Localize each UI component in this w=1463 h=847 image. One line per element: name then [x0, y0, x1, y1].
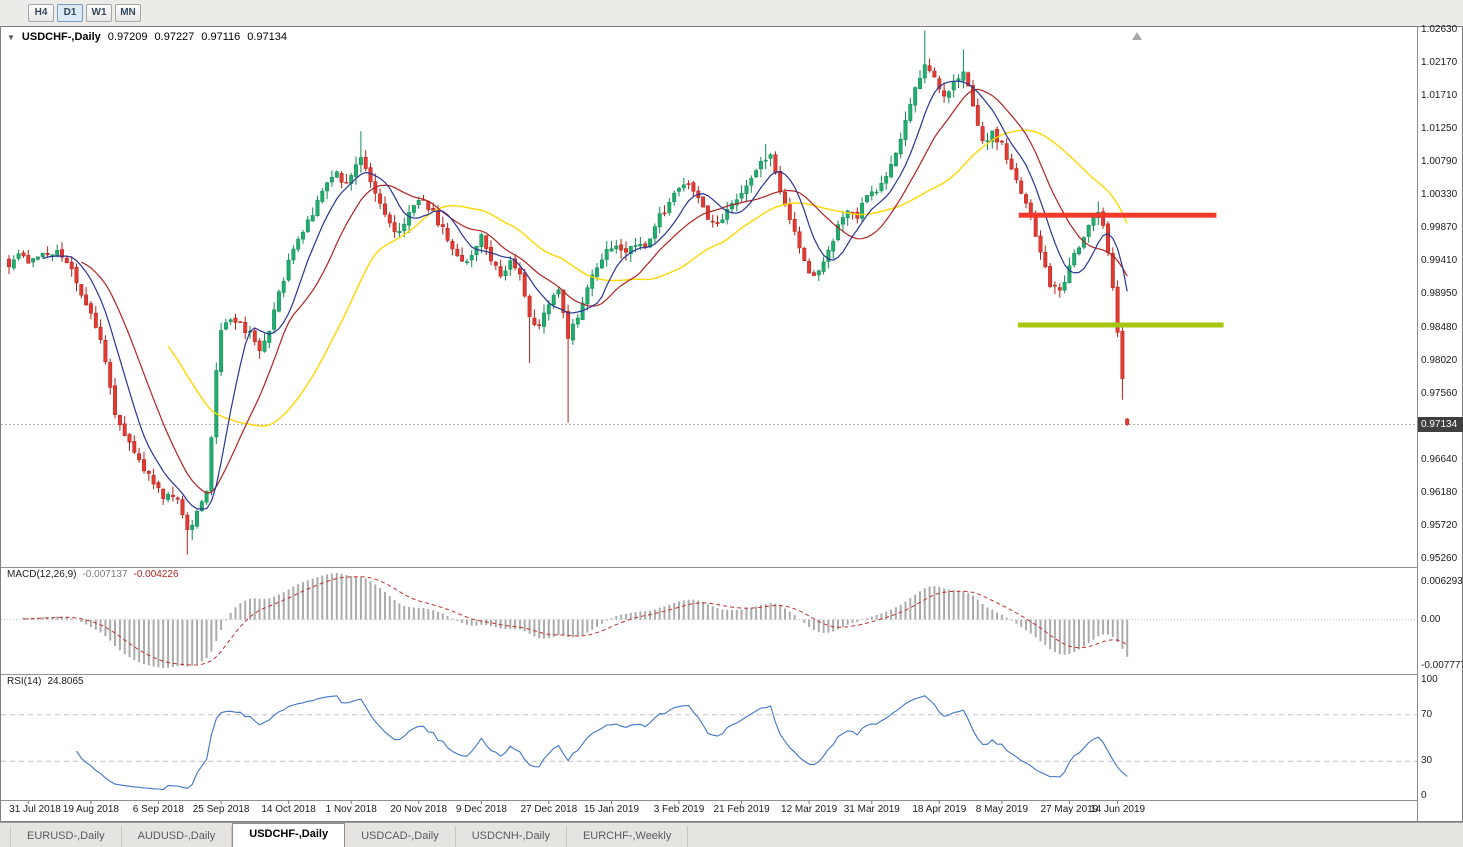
rsi-indicator-name: RSI(14)	[7, 676, 42, 687]
chart-title: ▼ USDCHF-,Daily 0.97209 0.97227 0.97116 …	[7, 31, 287, 43]
price-scale-label: 0.99870	[1421, 222, 1458, 234]
time-axis-label: 6 Sep 2018	[132, 804, 184, 815]
timeframe-button-mn[interactable]: MN	[115, 4, 141, 22]
price-scale-label: 1.02630	[1421, 24, 1458, 35]
macd-scale-top: 0.006293	[1421, 576, 1463, 587]
price-scale-label: 0.98020	[1421, 354, 1458, 366]
rsi-scale-0: 0	[1421, 790, 1427, 801]
macd-signal-value: -0.004226	[133, 569, 179, 580]
macd-label: MACD(12,26,9) -0.007137 -0.004226	[7, 569, 185, 580]
time-axis-label: 14 Oct 2018	[261, 804, 316, 815]
time-axis-label: 19 Aug 2018	[62, 804, 119, 815]
chart-shift-marker	[1132, 32, 1142, 40]
symbol-tabbar: EURUSD-,Daily AUDUSD-,Daily USDCHF-,Daily U…	[0, 822, 1463, 847]
rsi-scale-30: 30	[1421, 755, 1433, 766]
price-scale-label: 0.98480	[1421, 321, 1458, 333]
time-axis-label: 18 Apr 2019	[912, 804, 967, 815]
tab-audusd-daily[interactable]: AUDUSD-,Daily	[122, 826, 233, 847]
time-axis-label: 1 Nov 2018	[325, 804, 377, 815]
chart-symbol-label: USDCHF-,Daily	[21, 31, 101, 43]
time-axis-label: 3 Feb 2019	[653, 804, 705, 815]
rsi-scale-70: 70	[1421, 709, 1433, 720]
rsi-label: RSI(14) 24.8065	[7, 676, 90, 687]
ohlc-low: 0.97116	[201, 31, 241, 43]
rsi-value: 24.8065	[47, 676, 84, 687]
time-axis-label: 12 Mar 2019	[781, 804, 838, 815]
macd-scale-zero: 0.00	[1421, 613, 1441, 625]
ohlc-high: 0.97227	[154, 31, 195, 43]
time-axis-label: 14 Jun 2019	[1090, 804, 1146, 815]
tab-eurusd-daily[interactable]: EURUSD-,Daily	[10, 826, 122, 847]
chart-window: ▼ USDCHF-,Daily 0.97209 0.97227 0.97116 …	[0, 24, 1463, 822]
macd-scale-bottom: -0.007777	[1421, 660, 1463, 671]
time-axis-label: 15 Jan 2019	[583, 804, 640, 815]
tab-usdcnh-daily[interactable]: USDCNH-,Daily	[456, 826, 567, 847]
chart-svg[interactable]	[1, 27, 1417, 821]
timeframe-button-w1[interactable]: W1	[86, 4, 112, 22]
price-scale-label: 0.96640	[1421, 453, 1458, 465]
time-axis-label: 31 Jul 2018	[9, 804, 61, 815]
macd-pane-separator[interactable]	[1, 567, 1462, 568]
price-scale-label: 1.00330	[1421, 189, 1458, 201]
timeframe-button-d1[interactable]: D1	[57, 4, 83, 22]
time-axis-label: 9 Dec 2018	[455, 804, 507, 815]
price-scale-label: 1.01710	[1421, 90, 1458, 101]
price-scale-label: 0.95720	[1421, 520, 1458, 531]
time-axis-label: 27 Dec 2018	[520, 804, 578, 815]
price-scale-label: 0.97560	[1421, 387, 1458, 399]
price-scale-label: 1.02170	[1421, 57, 1458, 68]
time-axis-label: 31 Mar 2019	[843, 804, 900, 815]
tab-usdchf-daily[interactable]: USDCHF-,Daily	[232, 823, 346, 847]
price-scale-label: 1.01250	[1421, 123, 1458, 135]
time-axis-label: 21 Feb 2019	[713, 804, 770, 815]
price-scale-label: 0.96180	[1421, 487, 1458, 498]
ohlc-close: 0.97134	[247, 31, 288, 43]
time-axis-separator	[1, 800, 1462, 801]
time-axis-label: 20 Nov 2018	[390, 804, 448, 815]
macd-main-value: -0.007137	[82, 569, 128, 580]
time-axis-label: 25 Sep 2018	[192, 804, 250, 815]
current-price-badge: 0.97134	[1418, 417, 1463, 432]
price-scale-label: 0.99410	[1421, 255, 1458, 267]
time-axis-label: 8 May 2019	[975, 804, 1029, 815]
tab-eurchf-weekly[interactable]: EURCHF-,Weekly	[567, 826, 689, 847]
tab-usdcad-daily[interactable]: USDCAD-,Daily	[345, 826, 456, 847]
rsi-scale-100: 100	[1421, 674, 1438, 685]
price-scale[interactable]: 0.97134 0.006293 0.00 -0.007777 100 70 3…	[1417, 24, 1463, 821]
ohlc-open: 0.97209	[107, 31, 148, 43]
time-axis-label: 27 May 2019	[1040, 804, 1099, 815]
rsi-pane-separator[interactable]	[1, 674, 1462, 675]
price-scale-label: 0.98950	[1421, 288, 1458, 300]
price-scale-label: 0.95260	[1421, 553, 1458, 564]
symbol-dropdown-icon[interactable]: ▼	[7, 32, 15, 42]
price-scale-label: 1.00790	[1421, 156, 1458, 168]
timeframe-button-h4[interactable]: H4	[28, 4, 54, 22]
timeframe-toolbar: H4 D1 W1 MN	[0, 0, 1463, 26]
macd-indicator-name: MACD(12,26,9)	[7, 569, 77, 580]
